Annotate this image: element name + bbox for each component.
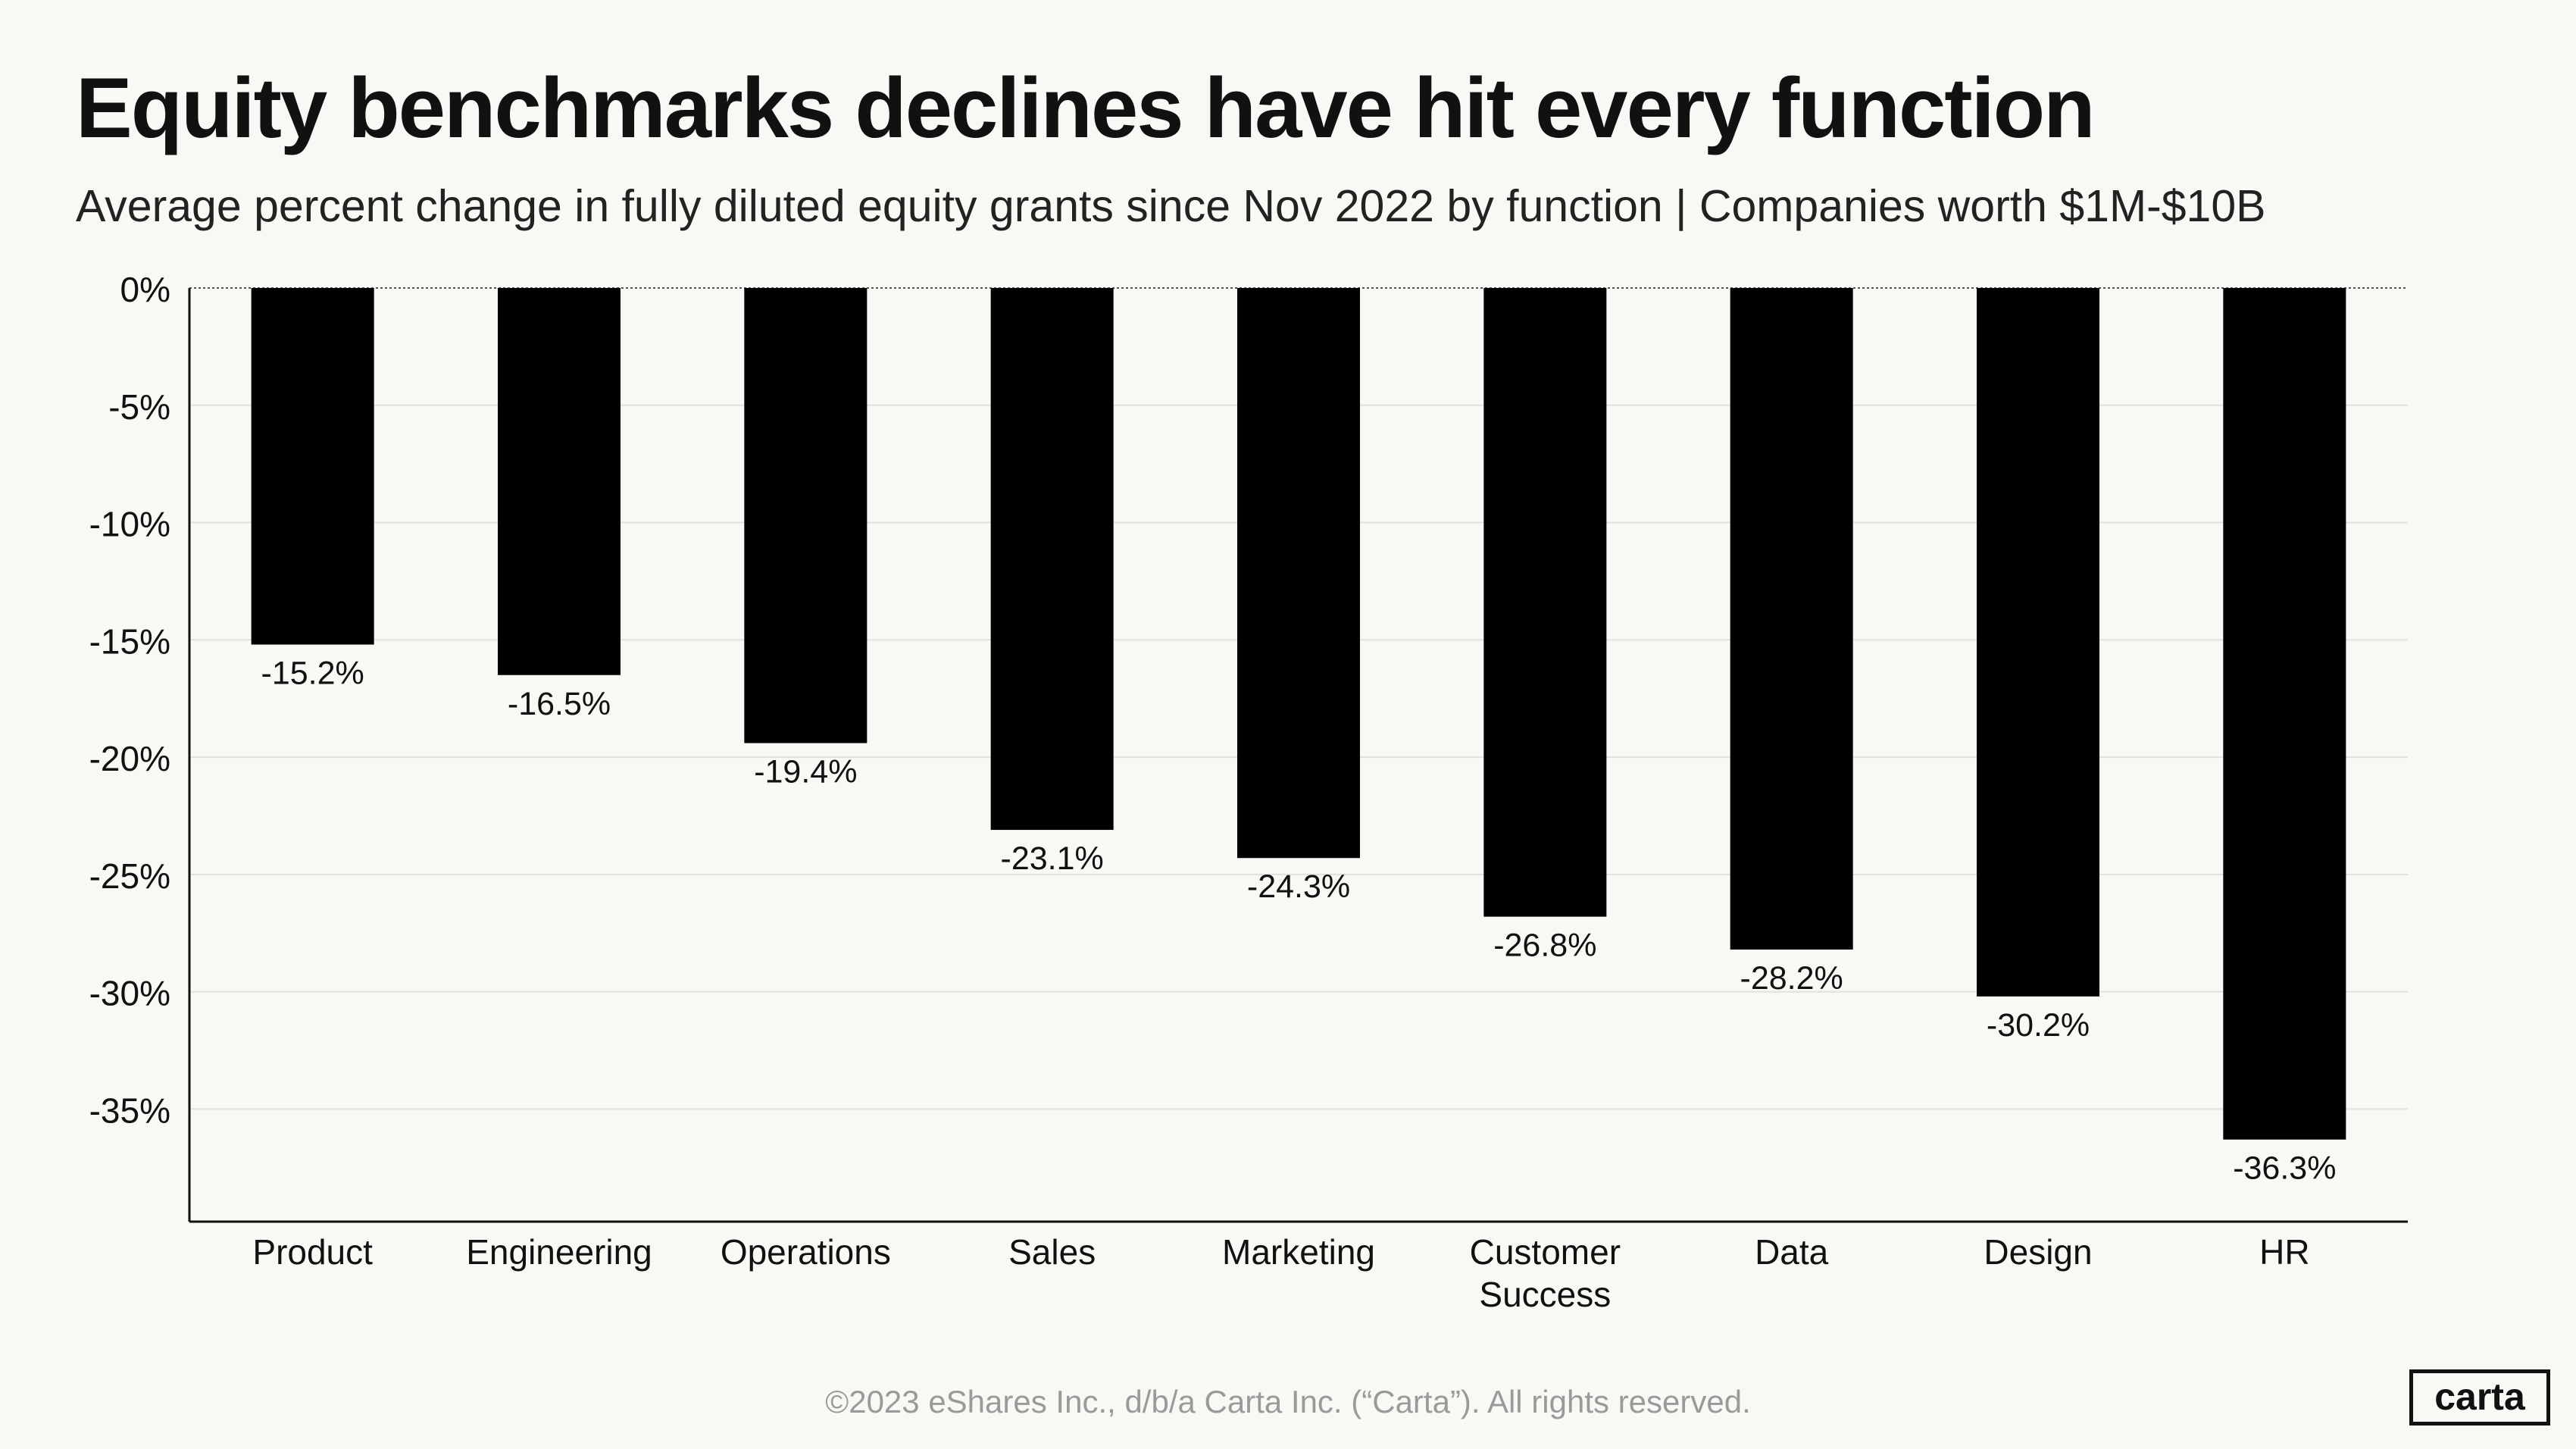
data-label: -24.3%	[1247, 868, 1350, 905]
x-tick-label: Engineering	[466, 1232, 652, 1272]
chart-subtitle: Average percent change in fully diluted …	[76, 181, 2266, 231]
copyright-footer: ©2023 eShares Inc., d/b/a Carta Inc. (“C…	[825, 1384, 1751, 1419]
y-tick-label: -25%	[89, 856, 170, 896]
x-tick-label: Sales	[1008, 1232, 1096, 1272]
chart-title: Equity benchmarks declines have hit ever…	[76, 61, 2096, 155]
y-tick-label: -35%	[89, 1091, 170, 1130]
x-tick-label: Operations	[721, 1232, 891, 1272]
y-tick-label: -20%	[89, 739, 170, 778]
bar	[744, 288, 868, 743]
bar	[1237, 288, 1360, 859]
x-tick-label: Data	[1755, 1232, 1829, 1272]
y-tick-label: -30%	[89, 974, 170, 1013]
bar	[1730, 288, 1853, 950]
x-tick-label: Customer	[1470, 1232, 1621, 1272]
data-label: -36.3%	[2233, 1150, 2336, 1187]
x-tick-label: Design	[1984, 1232, 2092, 1272]
bar	[498, 288, 621, 675]
y-tick-label: -5%	[108, 387, 170, 427]
y-tick-label: -10%	[89, 505, 170, 544]
x-tick-label: HR	[2259, 1232, 2309, 1272]
bar	[1977, 288, 2099, 997]
x-tick-label: Product	[252, 1232, 373, 1272]
data-label: -30.2%	[1987, 1007, 2090, 1044]
data-label: -26.8%	[1493, 928, 1596, 964]
bar	[990, 288, 1114, 831]
bar	[251, 288, 374, 645]
bar	[2223, 288, 2346, 1140]
x-tick-label: Success	[1479, 1275, 1611, 1314]
data-label: -23.1%	[1001, 840, 1104, 877]
data-label: -28.2%	[1740, 960, 1843, 997]
y-tick-label: 0%	[120, 270, 170, 309]
carta-logo: carta	[2409, 1369, 2550, 1426]
data-label: -19.4%	[754, 754, 857, 790]
data-label: -15.2%	[261, 656, 364, 692]
bar-chart: 0% -5% -10% -15% -20% -25% -30% -35% -15.2% Produ…	[89, 270, 2408, 1314]
data-label: -16.5%	[508, 686, 611, 722]
y-tick-label: -15%	[89, 621, 170, 661]
x-tick-label: Marketing	[1222, 1232, 1375, 1272]
bar	[1483, 288, 1607, 917]
